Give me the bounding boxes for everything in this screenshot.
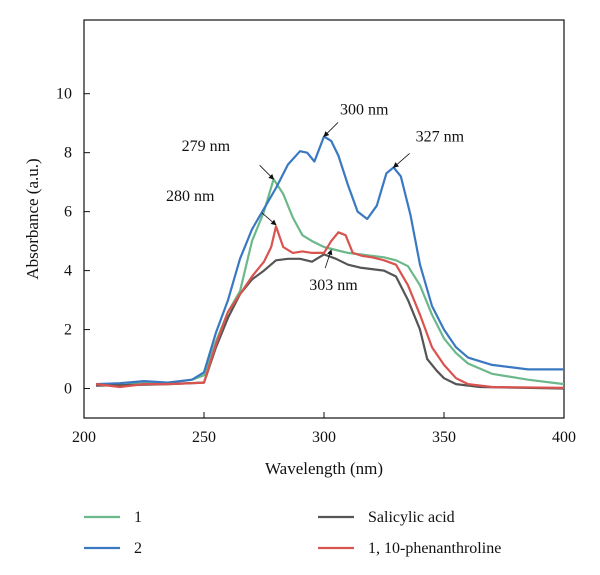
annotation-arrow [392, 153, 410, 168]
x-tick-label: 350 [432, 429, 456, 446]
series-line-1 [95, 178, 565, 387]
x-tick-label: 200 [72, 429, 96, 446]
annotation-arrow [323, 122, 339, 138]
x-tick-label: 400 [552, 429, 576, 446]
y-tick-label: 2 [64, 322, 72, 339]
annotation-layer: 279 nm 300 nm 327 nm 280 nm 303 nm [166, 101, 465, 294]
x-tick-label: 250 [192, 429, 216, 446]
y-tick-label: 0 [64, 381, 72, 398]
peak-annotation: 279 nm [182, 138, 231, 155]
peak-annotation: 303 nm [309, 277, 358, 294]
series-layer [95, 135, 565, 390]
tick-layer: 200 250 300 350 400 0 2 4 6 8 10 [56, 86, 576, 446]
y-tick-label: 10 [56, 86, 72, 103]
legend-label: 1 [134, 509, 142, 526]
y-axis-label: Absorbance (a.u.) [23, 158, 42, 279]
x-axis-label: Wavelength (nm) [265, 459, 383, 478]
series-line-3 [95, 253, 565, 390]
series-line-2 [95, 135, 564, 386]
peak-annotation: 327 nm [416, 128, 465, 145]
legend: 1 2 Salicylic acid 1, 10-phenanthroline [84, 509, 501, 557]
peak-annotation: 280 nm [166, 188, 215, 205]
peak-annotation: 300 nm [340, 101, 389, 118]
y-tick-label: 8 [64, 145, 72, 162]
annotation-arrow [324, 249, 333, 269]
series-line-4 [95, 225, 565, 389]
annotation-arrow [261, 212, 277, 226]
legend-label: Salicylic acid [368, 509, 455, 526]
legend-label: 1, 10-phenanthroline [368, 540, 501, 557]
plot-frame [83, 19, 565, 419]
y-tick-label: 6 [64, 204, 72, 221]
annotation-arrow [259, 164, 275, 180]
y-tick-label: 4 [64, 263, 72, 280]
legend-label: 2 [134, 540, 142, 557]
x-tick-label: 300 [312, 429, 336, 446]
